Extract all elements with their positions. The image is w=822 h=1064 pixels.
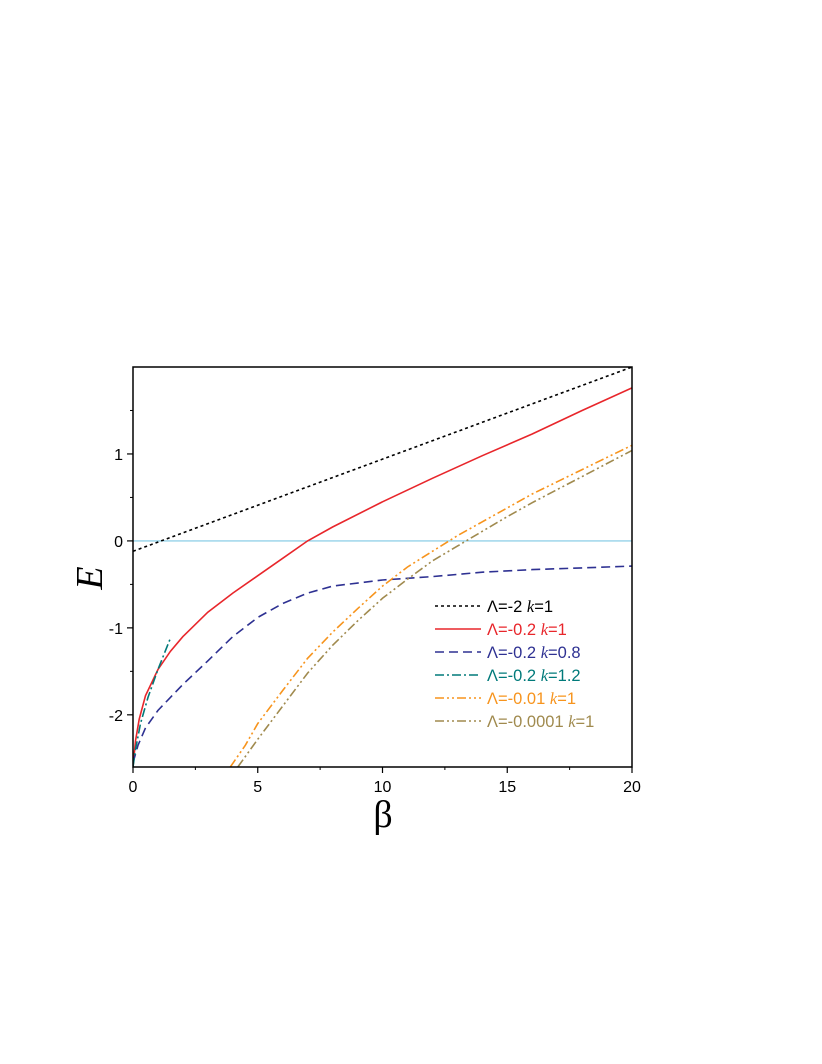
x-tick-label: 5 xyxy=(253,779,262,796)
y-tick-label: -1 xyxy=(109,621,123,638)
y-tick-label: 0 xyxy=(114,534,123,551)
series-line-5 xyxy=(229,444,632,767)
legend-label-4: Λ=-0.2 k=1.2 xyxy=(487,666,581,685)
series-line-3 xyxy=(133,565,632,763)
series-layer xyxy=(133,367,632,767)
legend: Λ=-2 k=1 Λ=-0.2 k=1 Λ=-0.2 k=0.8 Λ=-0.2 k=1… xyxy=(435,597,594,731)
series-line-2 xyxy=(133,387,632,767)
x-tick-label: 15 xyxy=(498,779,516,796)
y-axis-title: E xyxy=(69,566,111,590)
series-line-1 xyxy=(133,367,632,553)
legend-label-6: Λ=-0.0001 k=1 xyxy=(487,712,594,731)
legend-label-3: Λ=-0.2 k=0.8 xyxy=(487,643,581,662)
x-axis-title: β xyxy=(373,794,392,836)
axes-layer: 0 5 10 15 20 -2 -1 0 1 xyxy=(109,409,641,796)
legend-label-1: Λ=-2 k=1 xyxy=(487,597,553,616)
legend-label-2: Λ=-0.2 k=1 xyxy=(487,620,567,639)
x-tick-label: 10 xyxy=(374,779,392,796)
x-tick-label: 20 xyxy=(623,779,641,796)
series-line-4 xyxy=(133,638,172,767)
y-tick-label: -2 xyxy=(109,708,123,725)
y-tick-label: 1 xyxy=(114,447,123,464)
legend-label-5: Λ=-0.01 k=1 xyxy=(487,689,576,708)
x-tick-label: 0 xyxy=(129,779,138,796)
